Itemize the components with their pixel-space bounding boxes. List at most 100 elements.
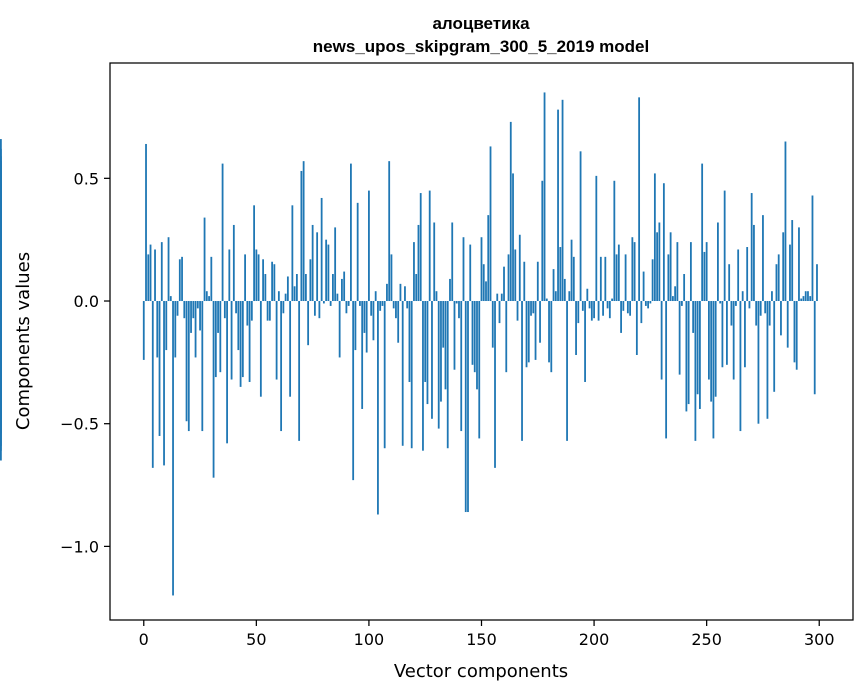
bar-284 — [782, 232, 785, 302]
bar-261 — [730, 301, 733, 326]
bar-55 — [266, 301, 269, 321]
bar-59 — [275, 301, 278, 380]
bar-176 — [539, 301, 541, 343]
bar-268 — [746, 247, 749, 302]
bar-98 — [363, 301, 366, 333]
bar-210 — [615, 254, 618, 302]
bar-9 — [163, 301, 165, 466]
bar-101 — [370, 301, 373, 316]
bar-137 — [451, 222, 454, 302]
bar-119 — [410, 301, 413, 449]
bar-40 — [232, 224, 235, 302]
bar-160 — [503, 266, 505, 302]
bar-238 — [678, 301, 681, 375]
bar-199 — [590, 301, 593, 321]
bar-144 — [467, 301, 469, 513]
bar-299 — [816, 264, 818, 302]
bar-180 — [548, 301, 550, 363]
bar-262 — [732, 301, 735, 380]
bar-286 — [786, 301, 789, 348]
bar-45 — [244, 254, 246, 302]
bar-162 — [507, 254, 510, 302]
bar-297 — [811, 195, 814, 302]
bar-227 — [653, 173, 656, 302]
bar-84 — [332, 274, 334, 302]
bar-231 — [662, 183, 665, 302]
bar-272 — [755, 301, 758, 326]
bar-147 — [473, 301, 476, 373]
bar-138 — [453, 301, 456, 370]
bar-293 — [802, 296, 805, 302]
bar-249 — [703, 251, 706, 302]
bar-20 — [187, 301, 190, 432]
bar-26 — [201, 301, 204, 432]
bar-226 — [651, 259, 654, 302]
bar-287 — [789, 244, 791, 302]
bar-271 — [753, 224, 755, 302]
bar-149 — [478, 301, 481, 439]
bar-255 — [717, 222, 719, 302]
bar-208 — [611, 298, 613, 302]
bar-280 — [773, 301, 776, 392]
bar-207 — [608, 301, 611, 319]
bar-72 — [304, 274, 307, 302]
bar-115 — [401, 301, 404, 446]
bar-undefined — [0, 301, 2, 314]
bar-14 — [174, 301, 177, 358]
bar-58 — [273, 264, 276, 302]
chart-title: алоцветика — [432, 14, 530, 33]
bar-190 — [570, 239, 573, 302]
bar-103 — [374, 291, 377, 302]
bar-189 — [568, 291, 571, 302]
bar-217 — [631, 237, 634, 302]
bar-107 — [383, 301, 386, 449]
y-tick-label: −1.0 — [60, 537, 99, 556]
bar-104 — [377, 301, 379, 515]
y-axis-ticks: −1.0 −0.5 0.0 0.5 — [60, 169, 110, 556]
bar-60 — [277, 291, 280, 302]
bar-116 — [404, 286, 406, 302]
bar-218 — [633, 242, 636, 302]
bar-146 — [471, 301, 474, 365]
bar-13 — [172, 301, 174, 596]
bar-111 — [392, 301, 395, 309]
bar-289 — [793, 301, 796, 363]
bar-232 — [665, 301, 668, 439]
bar-240 — [683, 274, 686, 302]
bar-187 — [563, 278, 566, 302]
bar-250 — [705, 242, 708, 302]
y-tick-label: 0.0 — [74, 292, 99, 311]
bar-214 — [624, 254, 627, 302]
bar-294 — [804, 291, 807, 302]
bar-50 — [255, 249, 258, 302]
bar-undefined — [0, 296, 2, 302]
bar-269 — [748, 301, 751, 309]
bar-86 — [336, 293, 339, 302]
bar-145 — [469, 244, 472, 302]
bar-121 — [415, 274, 418, 302]
bar-5 — [154, 249, 156, 302]
bar-213 — [622, 301, 625, 311]
bar-243 — [689, 242, 692, 302]
bar-212 — [620, 301, 622, 333]
bar-275 — [762, 215, 764, 302]
bar-129 — [433, 222, 436, 302]
plot-frame — [109, 62, 854, 621]
bar-222 — [642, 271, 645, 302]
bar-179 — [545, 298, 548, 302]
bar-166 — [516, 301, 519, 321]
bar-62 — [282, 301, 285, 314]
bar-219 — [635, 301, 638, 355]
bar-254 — [714, 301, 717, 397]
bar-196 — [584, 301, 586, 382]
bar-7 — [158, 301, 161, 436]
x-axis-ticks: 0 50 100 150 200 250 300 — [139, 620, 835, 649]
bar-133 — [442, 301, 445, 348]
bar-221 — [640, 301, 643, 324]
bar-49 — [253, 205, 255, 302]
bar-65 — [289, 301, 292, 397]
bar-198 — [588, 301, 591, 309]
bar-140 — [458, 301, 460, 319]
bar-85 — [334, 227, 337, 302]
